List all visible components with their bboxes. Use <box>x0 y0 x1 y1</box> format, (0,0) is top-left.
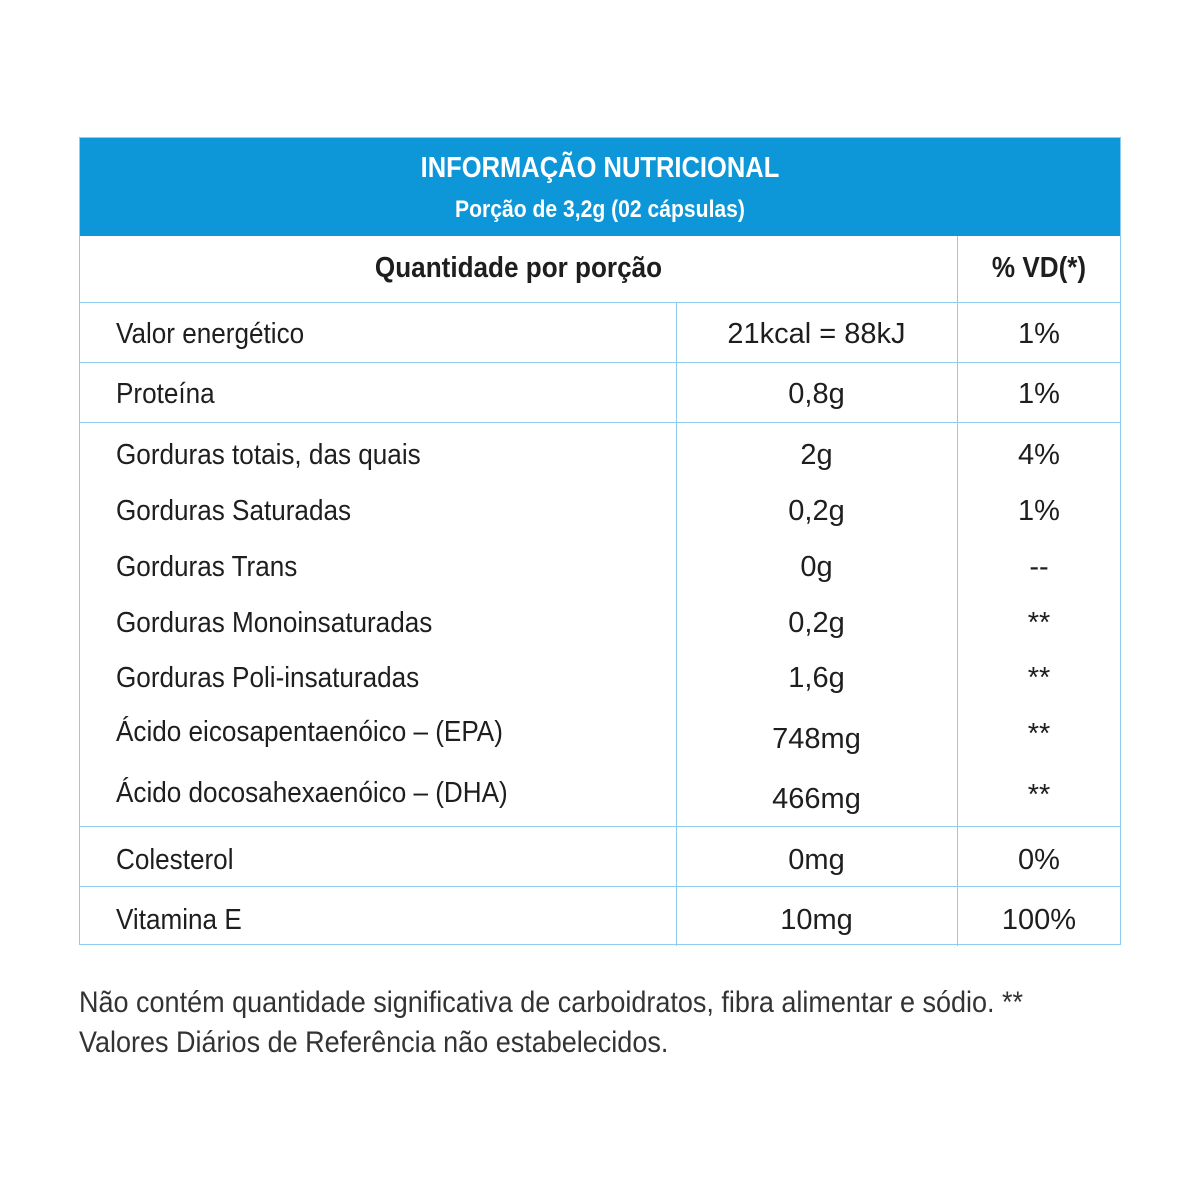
row-quantity: 0,2g <box>788 607 845 639</box>
row-daily-value: 1% <box>1018 495 1060 527</box>
row-daily-value: 0% <box>1018 844 1060 876</box>
column-header-daily-value: % VD(*) <box>991 252 1087 284</box>
footnote: Não contém quantidade significativa de c… <box>79 983 1069 1063</box>
footnote-line: Não contém quantidade significativa de c… <box>79 986 1024 1019</box>
row-quantity: 2g <box>800 439 833 471</box>
row-daily-value: 4% <box>1018 439 1060 471</box>
row-daily-value: -- <box>1029 551 1049 583</box>
row-daily-value: ** <box>1027 607 1051 639</box>
row-quantity: 0,8g <box>788 378 845 410</box>
row-quantity: 0mg <box>788 844 845 876</box>
nutrition-table: INFORMAÇÃO NUTRICIONAL Porção de 3,2g (0… <box>79 137 1121 946</box>
row-divider <box>80 422 1120 423</box>
column-divider <box>957 236 958 946</box>
row-quantity: 0,2g <box>788 495 845 527</box>
row-divider <box>80 362 1120 363</box>
row-daily-value: 100% <box>1001 904 1077 936</box>
column-header-quantity: Quantidade por porção <box>374 252 663 284</box>
row-quantity: 466mg <box>772 783 861 815</box>
row-quantity: 748mg <box>772 723 861 755</box>
row-label: Gorduras Saturadas <box>116 495 352 527</box>
row-quantity: 0g <box>800 551 833 583</box>
row-quantity: 21kcal = 88kJ <box>727 318 906 350</box>
row-daily-value: ** <box>1027 718 1051 750</box>
column-divider <box>676 302 677 946</box>
row-label: Vitamina E <box>116 904 242 936</box>
table-header: INFORMAÇÃO NUTRICIONAL Porção de 3,2g (0… <box>80 138 1120 236</box>
row-label: Ácido eicosapentaenóico – (EPA) <box>116 716 503 748</box>
row-label: Gorduras totais, das quais <box>116 439 421 471</box>
row-label: Proteína <box>116 378 215 410</box>
row-label: Gorduras Trans <box>116 551 298 583</box>
row-label: Gorduras Poli-insaturadas <box>116 662 420 694</box>
serving-size: Porção de 3,2g (02 cápsulas) <box>455 196 745 223</box>
row-quantity: 1,6g <box>788 662 845 694</box>
row-daily-value: 1% <box>1018 378 1060 410</box>
row-divider <box>80 886 1120 887</box>
row-label: Ácido docosahexaenóico – (DHA) <box>116 777 508 809</box>
row-divider <box>80 826 1120 827</box>
footnote-line: Valores Diários de Referência não estabe… <box>79 1026 669 1059</box>
row-label: Colesterol <box>116 844 234 876</box>
row-divider <box>80 302 1120 303</box>
row-label: Valor energético <box>116 318 305 350</box>
row-daily-value: ** <box>1027 779 1051 811</box>
row-daily-value: 1% <box>1018 318 1060 350</box>
table-title: INFORMAÇÃO NUTRICIONAL <box>420 152 780 184</box>
row-label: Gorduras Monoinsaturadas <box>116 607 433 639</box>
row-daily-value: ** <box>1027 662 1051 694</box>
row-quantity: 10mg <box>780 904 853 936</box>
